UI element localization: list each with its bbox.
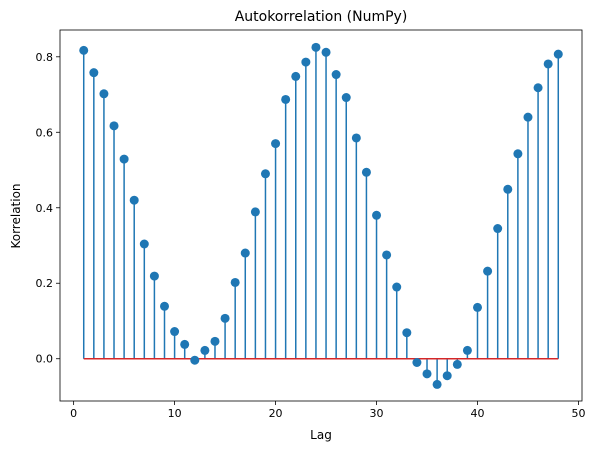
stem-marker <box>382 250 392 260</box>
stem-marker <box>220 313 230 323</box>
stem-marker <box>392 282 402 292</box>
stem-marker <box>149 271 159 281</box>
stem-marker <box>291 71 301 81</box>
stem-marker <box>412 358 422 368</box>
stem-marker <box>230 277 240 287</box>
axes: 0 10 20 30 40 50 0.0 0.2 0.4 0.6 0.8 <box>36 29 585 420</box>
stem-marker <box>321 47 331 57</box>
stem-marker <box>170 327 180 337</box>
plot-area <box>79 42 563 389</box>
stem-marker <box>432 379 442 389</box>
stem-marker <box>99 89 109 99</box>
y-axis-label: Korrelation <box>9 183 23 248</box>
x-axis-label: Lag <box>310 428 332 442</box>
chart-title: Autokorrelation (NumPy) <box>235 9 408 25</box>
stem-marker <box>250 207 260 217</box>
stem-marker <box>493 224 503 234</box>
stem-marker <box>109 121 119 131</box>
stem-marker <box>139 239 149 249</box>
stem-marker <box>119 154 129 164</box>
y-tick-label: 0.2 <box>36 277 54 290</box>
x-tick-label: 50 <box>571 407 585 420</box>
x-tick-label: 40 <box>470 407 484 420</box>
stem-marker <box>129 195 139 205</box>
stem-marker <box>523 112 533 122</box>
stem-marker <box>260 169 270 179</box>
stem-marker <box>79 45 89 55</box>
stem-marker <box>240 248 250 258</box>
stem-marker <box>402 328 412 338</box>
stem-marker <box>533 83 543 93</box>
stem-marker <box>513 149 523 159</box>
y-tick-label: 0.0 <box>36 353 54 366</box>
stem-marker <box>351 133 361 143</box>
stem-marker <box>301 57 311 67</box>
stem-marker <box>190 355 200 365</box>
stem-marker <box>210 336 220 346</box>
stem-marker <box>331 70 341 80</box>
stem-marker <box>422 369 432 379</box>
stem-marker <box>160 301 170 311</box>
stem-marker <box>503 184 513 194</box>
stem-marker <box>483 266 493 276</box>
stem-marker <box>462 345 472 355</box>
x-tick-label: 0 <box>70 407 77 420</box>
y-tick-label: 0.6 <box>36 126 54 139</box>
y-tick-label: 0.8 <box>36 51 54 64</box>
y-tick-label: 0.4 <box>36 202 54 215</box>
x-tick-label: 10 <box>168 407 182 420</box>
stem-marker <box>553 49 563 59</box>
stem-marker <box>281 94 291 104</box>
x-tick-label: 20 <box>269 407 283 420</box>
stem-marker <box>361 167 371 177</box>
x-tick-label: 30 <box>370 407 384 420</box>
stem-marker <box>452 359 462 369</box>
stem-marker <box>341 93 351 103</box>
stem-marker <box>271 139 281 149</box>
stem-marker <box>180 339 190 349</box>
stem-marker <box>442 371 452 381</box>
stem-marker <box>543 59 553 69</box>
stem-marker <box>472 302 482 312</box>
stem-marker <box>311 42 321 52</box>
stem-marker <box>89 68 99 78</box>
stem-marker <box>372 210 382 220</box>
axes-frame <box>59 29 583 402</box>
stem-marker <box>200 345 210 355</box>
